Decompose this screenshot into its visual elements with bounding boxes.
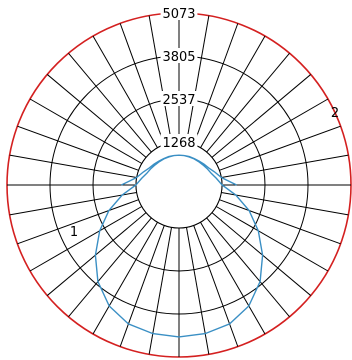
- grid-spoke: [219, 199, 341, 245]
- grid-spoke: [92, 221, 158, 335]
- grid-spoke: [46, 74, 147, 158]
- grid-spoke: [206, 52, 290, 153]
- grid-spoke: [68, 52, 152, 153]
- tick-label-background: [160, 134, 198, 149]
- grid-spoke: [9, 154, 137, 179]
- grid-spoke: [200, 35, 266, 149]
- grid-spoke: [219, 125, 341, 171]
- tick-label-background: [160, 91, 198, 106]
- grid-spoke: [221, 191, 349, 216]
- grid-spoke: [211, 74, 312, 158]
- intensity-curves: [94, 154, 264, 338]
- series-label-2: 2: [331, 106, 339, 121]
- grid-spoke: [206, 217, 290, 318]
- grid-spoke: [193, 225, 239, 347]
- grid-spoke: [46, 212, 147, 296]
- grid-spoke: [148, 15, 173, 143]
- series-labels: 12: [70, 106, 339, 240]
- grid-spoke: [29, 206, 143, 272]
- tick-label-background: [160, 5, 198, 20]
- intensity-curve: [94, 154, 264, 338]
- radial-tick-label: 5073: [162, 7, 195, 22]
- grid-spoke: [185, 15, 210, 143]
- grid-spoke: [215, 206, 329, 272]
- radial-tick-labels: 1268 2537 3805 5073: [160, 5, 198, 151]
- grid-spokes: [7, 13, 351, 357]
- grid-spoke: [193, 23, 239, 145]
- radial-tick-label: 3805: [162, 50, 195, 65]
- tick-label-background: [160, 48, 198, 63]
- radial-tick-label: 1268: [162, 136, 195, 151]
- grid-spoke: [221, 154, 349, 179]
- grid-spoke: [215, 98, 329, 164]
- grid-spoke: [9, 191, 137, 216]
- grid-spoke: [17, 199, 139, 245]
- grid-spoke: [92, 35, 158, 149]
- grid-spoke: [119, 225, 165, 347]
- grid-spoke: [211, 212, 312, 296]
- grid-spoke: [17, 125, 139, 171]
- grid-spoke: [200, 221, 266, 335]
- grid-spoke: [29, 98, 143, 164]
- grid-spoke: [119, 23, 165, 145]
- grid-spoke: [68, 217, 152, 318]
- radial-tick-label: 2537: [162, 93, 195, 108]
- series-label-1: 1: [70, 225, 78, 240]
